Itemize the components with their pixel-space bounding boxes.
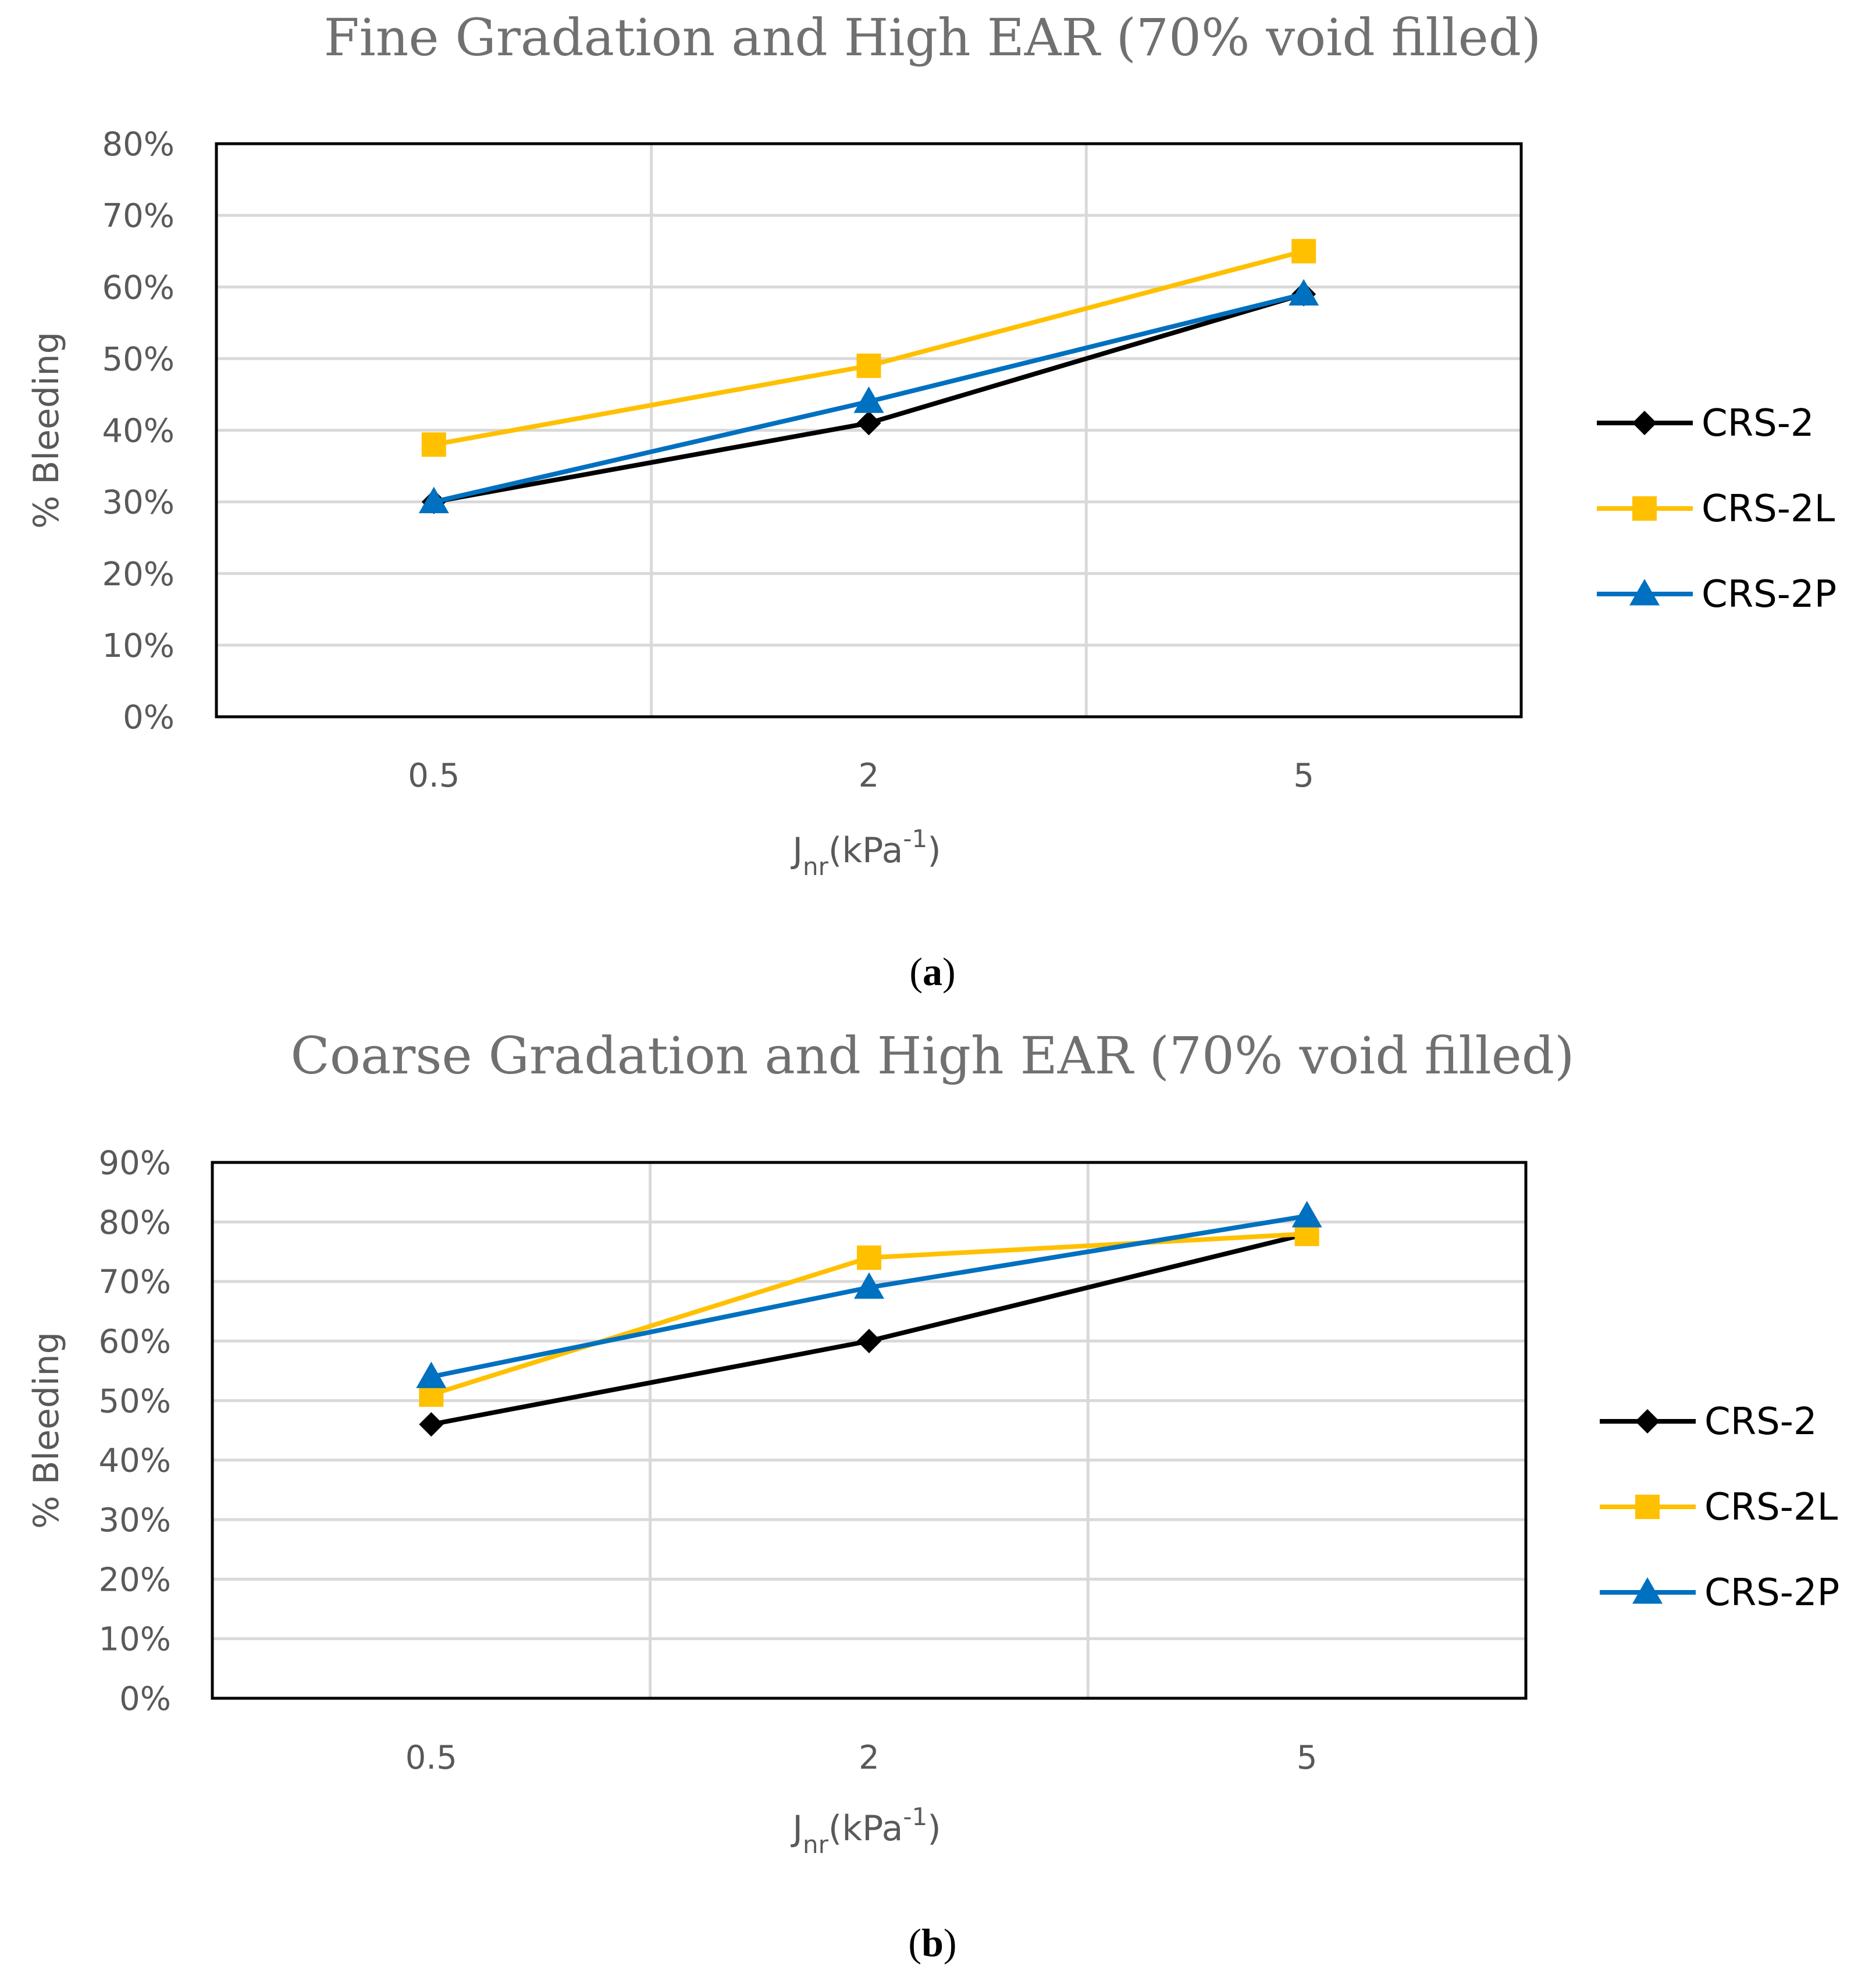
data-point	[857, 1245, 881, 1270]
data-point	[853, 386, 884, 413]
panel-label: (b)	[908, 1921, 956, 1965]
legend-item: CRS-2L	[1600, 1486, 1838, 1529]
y-axis-title: % Bleeding	[26, 332, 67, 529]
y-tick-label: 0%	[123, 699, 175, 737]
legend-swatch-marker	[1632, 496, 1657, 521]
chart-title: Coarse Gradation and High EAR (70% void …	[291, 1026, 1575, 1086]
y-tick-label: 90%	[99, 1144, 171, 1182]
legend-label: CRS-2P	[1704, 1571, 1839, 1614]
legend-label: CRS-2P	[1702, 573, 1836, 616]
y-tick-label: 10%	[99, 1621, 171, 1659]
y-tick-label: 40%	[99, 1442, 171, 1480]
y-tick-label: 0%	[119, 1680, 171, 1718]
x-tick-label: 2	[859, 757, 880, 795]
y-tick-label: 30%	[102, 484, 175, 522]
plot-area-border	[211, 1161, 1528, 1700]
legend-item: CRS-2P	[1597, 573, 1836, 616]
data-point	[1289, 279, 1319, 306]
x-axis-title: Jnr(kPa-1)	[790, 1802, 941, 1859]
x-tick-label: 0.5	[408, 757, 460, 795]
legend-item: CRS-2	[1600, 1400, 1817, 1443]
data-point	[1291, 1201, 1322, 1228]
legend-swatch-marker	[1629, 579, 1660, 606]
plot-area-border	[215, 142, 1523, 719]
chart-panel-b: Coarse Gradation and High EAR (70% void …	[26, 1026, 1839, 1965]
legend-swatch-marker	[1635, 1409, 1660, 1434]
y-tick-label: 10%	[102, 627, 175, 665]
y-tick-label: 50%	[99, 1382, 171, 1420]
legend-item: CRS-2P	[1600, 1571, 1839, 1614]
legend-swatch-marker	[1632, 1577, 1663, 1604]
y-tick-label: 70%	[102, 197, 175, 235]
series-CRS-2L	[419, 1221, 1319, 1407]
data-point	[857, 1329, 881, 1353]
data-point	[418, 486, 449, 514]
x-axis-title: Jnr(kPa-1)	[790, 824, 941, 881]
x-tick-label: 5	[1297, 1739, 1318, 1777]
data-point	[419, 1412, 444, 1437]
legend-label: CRS-2	[1702, 402, 1814, 445]
legend-swatch-marker	[1635, 1495, 1660, 1519]
y-axis-title: % Bleeding	[26, 1332, 67, 1529]
legend-swatch-marker	[1632, 411, 1657, 435]
legend-label: CRS-2L	[1704, 1486, 1838, 1529]
legend-item: CRS-2L	[1597, 488, 1835, 531]
data-point	[854, 1272, 884, 1299]
x-tick-label: 2	[859, 1739, 880, 1777]
panel-label: (a)	[909, 949, 955, 994]
y-tick-label: 40%	[102, 412, 175, 450]
legend: CRS-2 CRS-2L CRS-2P	[1597, 402, 1836, 616]
legend: CRS-2 CRS-2L CRS-2P	[1600, 1400, 1839, 1614]
y-tick-label: 60%	[102, 269, 175, 307]
data-point	[421, 432, 446, 457]
legend-label: CRS-2	[1704, 1400, 1817, 1443]
series-CRS-2L	[421, 239, 1316, 457]
legend-item: CRS-2	[1597, 402, 1814, 445]
y-tick-label: 80%	[102, 126, 175, 163]
data-point	[856, 411, 881, 436]
chart-panel-a: Fine Gradation and High EAR (70% void fi…	[26, 8, 1836, 994]
y-tick-label: 20%	[102, 556, 175, 593]
series-CRS-2P	[416, 1201, 1322, 1388]
y-tick-label: 60%	[99, 1323, 171, 1361]
data-point	[416, 1361, 447, 1388]
chart-title: Fine Gradation and High EAR (70% void fi…	[324, 8, 1542, 67]
y-tick-label: 30%	[99, 1502, 171, 1539]
y-tick-label: 50%	[102, 340, 175, 378]
x-tick-label: 0.5	[405, 1739, 457, 1777]
legend-label: CRS-2L	[1702, 488, 1835, 531]
data-point	[1291, 239, 1316, 264]
y-tick-label: 80%	[99, 1204, 171, 1242]
y-tick-label: 20%	[99, 1561, 171, 1599]
x-tick-label: 5	[1293, 757, 1314, 795]
data-point	[856, 353, 881, 378]
series-CRS-2P	[418, 279, 1319, 514]
y-tick-label: 70%	[99, 1264, 171, 1301]
